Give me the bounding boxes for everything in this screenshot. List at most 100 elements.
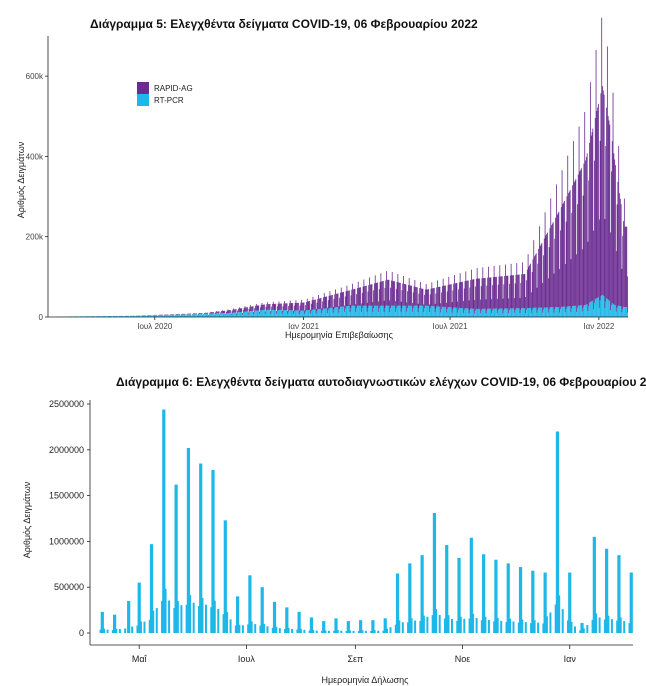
chart-5-bar-rt-pcr — [510, 308, 512, 317]
chart-5-bar-rapid-ag — [194, 313, 196, 315]
chart-6-bar — [480, 620, 483, 633]
chart-5-bar-rt-pcr — [483, 308, 485, 317]
chart-5-bar-rt-pcr — [428, 305, 430, 317]
chart-5-bar-rapid-ag — [438, 286, 440, 307]
chart-5-bar-rt-pcr — [577, 307, 578, 317]
chart-5-bar-rt-pcr — [621, 312, 623, 317]
chart-5-bar-rt-pcr — [557, 307, 559, 317]
chart-5-bar-rapid-ag — [401, 290, 403, 309]
chart-5-bar-rt-pcr — [208, 315, 209, 317]
chart-5-bar-rt-pcr — [304, 314, 306, 317]
chart-5-bar-rapid-ag — [454, 275, 455, 308]
chart-5-bar-rt-pcr — [126, 315, 128, 317]
chart-5-bar-rt-pcr — [594, 299, 596, 317]
chart-6-xticks: Μαΐ Ιουλ Σεπ Νοε Ιαν — [132, 645, 576, 664]
chart-5-bar-rapid-ag — [528, 266, 530, 309]
chart-5-bar-rt-pcr — [141, 315, 142, 317]
chart-6-bar — [336, 630, 339, 633]
chart-5-bar-rt-pcr — [142, 315, 144, 317]
chart-5-bar-rapid-ag — [217, 311, 219, 314]
chart-6-bar — [192, 602, 195, 633]
chart-5-bar-rapid-ag — [216, 311, 218, 314]
chart-5-bar-rt-pcr — [319, 308, 321, 317]
chart-5-bar-rt-pcr — [272, 309, 274, 317]
chart-5-bar-rapid-ag — [606, 46, 608, 299]
chart-5-bar-rt-pcr — [564, 306, 565, 317]
chart-5-bar-rt-pcr — [606, 298, 608, 317]
chart-5-bar-rt-pcr — [305, 311, 307, 317]
chart-5-bar-rapid-ag — [569, 190, 571, 307]
chart-5-bar-rapid-ag — [508, 298, 510, 314]
chart-5-bar-rapid-ag — [412, 303, 413, 312]
chart-5-bar-rapid-ag — [246, 307, 247, 312]
legend-swatch-rt-pcr — [137, 94, 149, 106]
chart-5-bar-rapid-ag — [429, 294, 431, 309]
chart-5-bar-rt-pcr — [328, 308, 330, 317]
chart-5-bar-rt-pcr — [218, 313, 220, 317]
chart-5-bar-rt-pcr — [197, 314, 199, 317]
chart-6-bar — [250, 621, 253, 633]
chart-5-bar-rapid-ag — [261, 302, 263, 311]
chart-5-bar-rapid-ag — [187, 313, 189, 315]
chart-5-bar-rt-pcr — [157, 316, 159, 317]
chart-5-bar-rt-pcr — [562, 306, 564, 317]
chart-5-bar-rapid-ag — [284, 301, 286, 311]
chart-5-bar-rapid-ag — [375, 283, 377, 306]
chart-5-bar-rt-pcr — [572, 305, 574, 317]
chart-6-bar — [162, 409, 166, 633]
chart-6-bar — [619, 617, 622, 633]
chart-5-bar-rapid-ag — [434, 303, 436, 313]
chart-5-bar-rapid-ag — [517, 274, 519, 309]
chart-5-bar-rt-pcr — [193, 314, 195, 317]
chart-5-bar-rt-pcr — [457, 312, 459, 317]
chart-5-bar-rt-pcr — [132, 315, 133, 317]
chart-5-bar-rt-pcr — [309, 310, 311, 317]
chart-5-bar-rt-pcr — [556, 307, 557, 317]
chart-5-bar-rt-pcr — [384, 308, 386, 317]
chart-5-bar-rapid-ag — [331, 294, 333, 308]
chart-5-bar-rapid-ag — [541, 242, 543, 308]
chart-5-bar-rapid-ag — [328, 295, 330, 309]
chart-5-bar-rapid-ag — [539, 245, 541, 308]
chart-5-bar-rt-pcr — [511, 308, 513, 317]
chart-5-bar-rapid-ag — [556, 214, 558, 308]
chart-5-bar-rt-pcr — [363, 305, 365, 317]
chart-5-bar-rt-pcr — [181, 314, 183, 317]
chart-5-bar-rapid-ag — [525, 297, 527, 314]
chart-5-bar-rt-pcr — [386, 305, 388, 317]
chart-5-bar-rt-pcr — [460, 308, 462, 317]
chart-5-bar-rt-pcr — [200, 313, 202, 317]
chart-5-bar-rt-pcr — [517, 308, 519, 317]
chart-5-bar-rt-pcr — [515, 308, 517, 317]
chart-5-bar-rt-pcr — [248, 312, 250, 317]
chart-6-bar — [152, 610, 155, 633]
chart-6-bar — [213, 600, 216, 633]
chart-5-bar-rt-pcr — [378, 308, 380, 317]
chart-5-bar-rt-pcr — [508, 313, 510, 317]
chart-5-bar-rt-pcr — [96, 316, 98, 317]
chart-6-bar — [524, 622, 527, 633]
chart-6-bar — [139, 621, 142, 633]
chart-5-bar-rt-pcr — [488, 308, 490, 317]
chart-5-bar-rt-pcr — [616, 307, 618, 317]
chart-5-bar-rt-pcr — [494, 308, 496, 317]
chart-6-bar — [554, 604, 557, 633]
chart-5-bar-rapid-ag — [357, 281, 359, 306]
chart-6-ytick-label: 1500000 — [49, 491, 84, 501]
chart-5-bar-rapid-ag — [398, 282, 400, 306]
chart-5-bar-rt-pcr — [192, 314, 194, 317]
chart-5-bar-rapid-ag — [361, 292, 363, 309]
chart-5-bar-rapid-ag — [460, 282, 462, 309]
chart-5-bar-rapid-ag — [430, 288, 432, 307]
chart-5-bar-rt-pcr — [179, 314, 180, 317]
chart-5-bar-rt-pcr — [340, 306, 342, 317]
chart-5-bar-rt-pcr — [236, 314, 238, 317]
chart-5-bar-rt-pcr — [454, 307, 456, 317]
chart-5-bar-rt-pcr — [249, 311, 251, 317]
chart-5-bar-rapid-ag — [201, 313, 203, 314]
chart-5-bar-rt-pcr — [297, 310, 298, 317]
chart-6-bar — [570, 621, 573, 633]
chart-5-bar-rt-pcr — [554, 309, 556, 317]
chart-5-bar-rapid-ag — [378, 289, 380, 309]
